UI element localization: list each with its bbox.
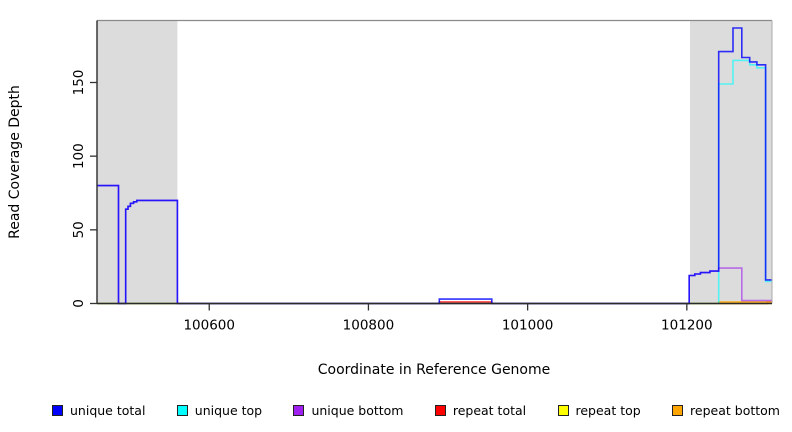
chart-legend: unique total unique top unique bottom repea…	[0, 388, 792, 432]
legend-swatch-repeat-total	[434, 404, 446, 416]
y-tick-label: 100	[71, 143, 87, 169]
masked-region-bands	[97, 21, 772, 303]
legend-label: repeat top	[575, 402, 641, 418]
coverage-plot: 100600 100800 101000 101200 0 50 100 150 Coordi…	[7, 19, 773, 378]
x-tick-label: 100800	[343, 318, 395, 334]
y-axis-title: Read Coverage Depth	[7, 85, 23, 239]
legend-swatch-unique-top	[176, 404, 188, 416]
legend-item-repeat-total: repeat total	[434, 402, 527, 418]
masked-region-band	[97, 21, 178, 303]
legend-label: repeat bottom	[690, 402, 780, 418]
series-line-unique-top	[97, 59, 772, 305]
legend-item-unique-top: unique top	[176, 402, 263, 418]
x-axis-title: Coordinate in Reference Genome	[318, 362, 551, 378]
legend-label: unique top	[194, 402, 263, 418]
legend-label: unique total	[70, 402, 146, 418]
y-tick-label: 0	[71, 299, 87, 308]
legend-item-unique-total: unique total	[52, 403, 145, 418]
x-tick-label: 101000	[502, 318, 554, 334]
legend-label: repeat total	[452, 402, 527, 418]
series-lines	[97, 27, 772, 305]
x-tick-label: 100600	[183, 318, 235, 334]
legend-label: unique bottom	[311, 402, 404, 418]
y-tick-label: 50	[71, 221, 87, 238]
legend-item-repeat-bottom: repeat bottom	[672, 403, 780, 418]
series-line-unique-bottom	[97, 184, 772, 305]
series-line-unique-total	[97, 27, 772, 305]
x-tick-label: 101200	[661, 318, 713, 334]
y-tick-label: 150	[71, 70, 87, 96]
legend-item-repeat-top: repeat top	[557, 402, 641, 418]
plot-axes: 100600 100800 101000 101200 0 50 100 150	[71, 19, 773, 334]
legend-swatch-unique-bottom	[293, 404, 305, 416]
legend-item-unique-bottom: unique bottom	[293, 402, 404, 418]
legend-swatch-repeat-bottom	[672, 404, 684, 416]
legend-swatch-unique-total	[52, 404, 63, 416]
legend-swatch-repeat-top	[557, 404, 569, 416]
masked-region-band	[690, 21, 772, 303]
